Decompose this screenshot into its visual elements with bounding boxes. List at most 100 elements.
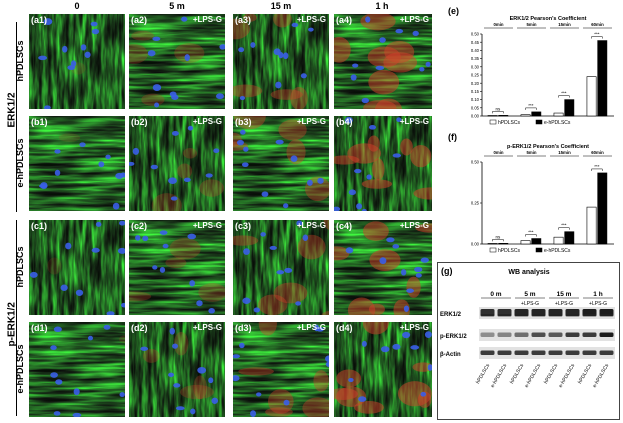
micrograph-image [29, 116, 125, 211]
wb-band [599, 314, 614, 317]
significance-bracket [558, 95, 570, 98]
category-label: 0min [493, 22, 503, 27]
micrograph-image [129, 14, 225, 109]
significance-label: *** [528, 230, 534, 235]
wb-band-label: p-ERK1/2 [440, 334, 467, 340]
wb-band [514, 314, 529, 317]
bar [597, 172, 608, 245]
micrograph-panel: (c4) +LPS-G [333, 219, 433, 316]
chart-title: p-ERK1/2 Pearson's Coefficient [507, 144, 589, 150]
bar [487, 243, 498, 245]
bar [531, 238, 542, 245]
micrograph-image [334, 322, 432, 417]
micrograph-image [29, 14, 125, 109]
significance-label: *** [594, 164, 600, 169]
legend-swatch [535, 247, 543, 253]
wb-lps-label: +LPS-G [555, 301, 573, 307]
chart-title: ERK1/2 Pearson's Coefficient [510, 16, 587, 22]
y-tick-label: 0.30 [471, 64, 480, 69]
chart-e: (e) ERK1/2 Pearson's Coefficient 0.00 0.05 0… [448, 6, 614, 126]
bar [564, 231, 575, 245]
panel-label: (c2) [131, 221, 148, 231]
column-title-2: 15 m [270, 1, 292, 11]
chart-panel-label: (e) [448, 6, 459, 16]
significance-bracket [591, 36, 603, 39]
wb-band [599, 332, 614, 337]
significance-bracket [492, 111, 504, 114]
micrograph-image [129, 322, 225, 417]
y-tick-label: 0.40 [471, 48, 480, 53]
panel-label: (b4) [336, 117, 353, 127]
lps-label: +LPS-G [296, 221, 326, 230]
y-tick-label: 0.10 [471, 97, 480, 102]
column-title-1: 5 m [169, 1, 185, 11]
bar [586, 76, 597, 117]
wb-lane-label: hPDLSCs [509, 363, 525, 385]
bar [531, 111, 542, 117]
lps-label: +LPS-G [399, 15, 429, 24]
lps-label: +LPS-G [399, 323, 429, 332]
panel-label: (a3) [235, 15, 252, 25]
micrograph-panel: (b2) +LPS-G [128, 115, 226, 212]
lps-label: +LPS-G [399, 117, 429, 126]
micrograph-panel: (b1) [28, 115, 126, 212]
legend-swatch [489, 119, 497, 125]
chart-panel-label: (f) [448, 132, 457, 142]
panel-label: (d4) [336, 323, 353, 333]
significance-bracket [591, 168, 603, 171]
significance-label: ns [496, 234, 502, 239]
wb-band [531, 314, 546, 317]
group-bracket-erk [16, 22, 17, 212]
significance-label: ns [496, 106, 502, 111]
micrograph-panel: (a4) +LPS-G [333, 13, 433, 110]
wb-band [531, 332, 546, 337]
wb-lps-label: +LPS-G [589, 301, 607, 307]
wb-band [480, 332, 495, 337]
wb-band [548, 332, 563, 337]
legend-label: e-hPDLSCs [544, 248, 571, 254]
wb-lane-label: hPDLSCs [577, 363, 593, 385]
wb-band [565, 314, 580, 317]
chart-f: (f) p-ERK1/2 Pearson's Coefficient 0.00 0.2… [448, 132, 614, 254]
wb-band [514, 332, 529, 337]
lps-label: +LPS-G [192, 15, 222, 24]
wb-time-label: 1 h [593, 291, 602, 298]
bar [564, 99, 575, 117]
wb-band [599, 350, 614, 355]
panel-label: (d3) [235, 323, 252, 333]
y-tick-label: 0.15 [471, 89, 480, 94]
wb-time-label: 15 m [557, 291, 572, 298]
micrograph-image [233, 14, 329, 109]
y-tick-label: 0.25 [471, 201, 480, 206]
micrograph-panel: (a1) [28, 13, 126, 110]
wb-band [582, 350, 597, 355]
wb-panel-label: (g) [441, 266, 453, 276]
lps-label: +LPS-G [296, 117, 326, 126]
y-tick-label: 0.50 [471, 32, 480, 37]
wb-time-label: 0 m [490, 291, 501, 298]
micrograph-image [334, 14, 432, 109]
wb-band [497, 314, 512, 317]
bar [553, 112, 564, 117]
significance-bracket [525, 107, 537, 110]
micrograph-panel: (b4) +LPS-G [333, 115, 433, 212]
significance-label: *** [528, 103, 534, 108]
wb-lane-label: e-hPDLSCs [490, 363, 509, 389]
bar [597, 40, 608, 117]
micrograph-panel: (d1) [28, 321, 126, 418]
category-label: 60min [591, 150, 604, 155]
group-bracket-perk [16, 220, 17, 416]
significance-bracket [525, 234, 537, 237]
y-tick-label: 0.25 [471, 73, 480, 78]
micrograph-image [29, 322, 125, 417]
y-tick-label: 0.50 [471, 160, 480, 165]
wb-band [548, 350, 563, 355]
column-title-0: 0 [74, 1, 80, 11]
wb-band [548, 314, 563, 317]
bar [520, 240, 531, 245]
y-tick-label: 0.05 [471, 105, 480, 110]
micrograph-panel: (c2) +LPS-G [128, 219, 226, 316]
panel-label: (a1) [31, 15, 48, 25]
wb-band [514, 350, 529, 355]
wb-lane-label: hPDLSCs [543, 363, 559, 385]
